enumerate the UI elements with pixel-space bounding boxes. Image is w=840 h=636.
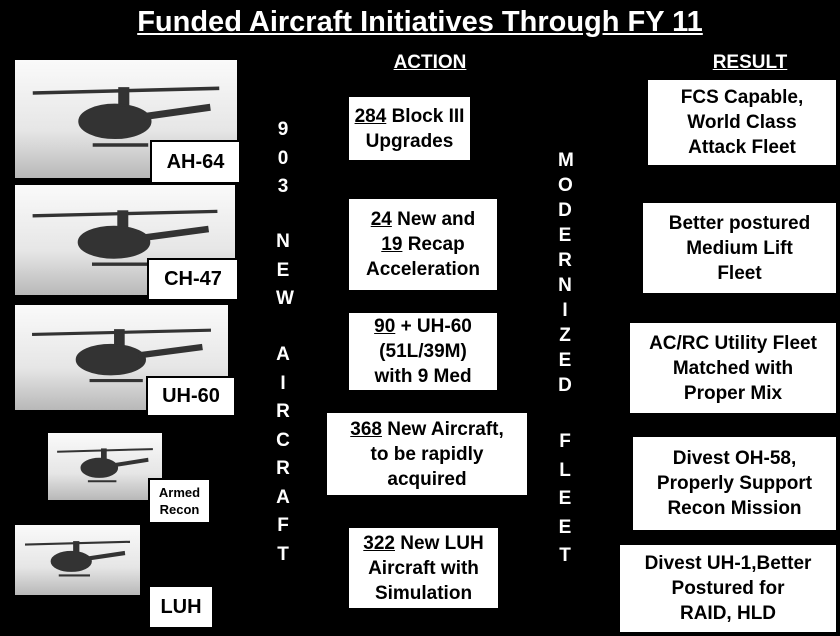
vertical-text: MODERNIZED [558,150,574,396]
actions-box: 90 + UH-60 (51L/39M) with 9 Med [349,313,497,390]
line-text: New LUH [400,532,484,554]
line-text: Recap [407,234,465,255]
results-box: Better postured Medium Lift Fleet [643,203,836,293]
aircraft-label: LUH [148,585,214,629]
box-line: Medium Lift [686,237,793,259]
box-line: Simulation [374,582,473,604]
quantity: 284 [354,105,387,127]
line-text: New and [397,209,476,230]
box-line: Better postured [668,212,811,234]
helicopter-icon [32,86,220,147]
aircraft-photo [15,525,140,595]
box-line: to be rapidly [370,443,484,465]
box-line: 19 Recap [381,232,464,257]
action-header: ACTION [393,52,467,73]
box-line: AC/RC Utility Fleet [649,332,817,354]
vertical-text: AIRCRAFT [276,344,290,565]
box-line: Acceleration [365,259,481,280]
aircraft-photo [48,433,162,500]
aircraft-label: CH-47 [147,258,239,301]
vertical-text: 903 [277,119,289,197]
results-box: AC/RC Utility Fleet Matched with Proper Mi… [630,323,836,413]
box-line: 322 New LUH [363,531,483,556]
results-box: FCS Capable, World Class Attack Fleet [648,80,836,165]
aircraft-label: UH-60 [146,376,236,417]
aircraft-label: AH-64 [150,140,241,184]
aircraft-photo [15,60,237,178]
aircraft-label: Armed Recon [148,478,211,524]
box-line: FCS Capable, [680,87,804,108]
line-text: New Aircraft, [387,418,504,440]
helicopter-icon [32,209,218,266]
box-line: RAID, HLD [679,603,777,624]
box-line: with 9 Med [374,366,472,387]
box-line: Recon Mission [667,498,802,519]
box-line: (51L/39M) [379,341,467,362]
actions-box: 284 Block III Upgrades [349,97,470,160]
box-line: World Class [687,112,797,133]
line-text: + UH-60 [400,316,472,337]
helicopter-icon [24,540,131,577]
box-line: acquired [387,468,467,490]
box-line: Attack Fleet [688,137,796,158]
box-line: 90 + UH-60 [374,314,472,339]
vertical-text: FLEET [558,431,572,566]
quantity: 322 [363,532,395,554]
box-line: Properly Support [656,473,813,494]
box-line: Upgrades [365,130,454,152]
quantity: 368 [350,418,382,440]
box-line: Proper Mix [683,382,783,404]
box-line: Fleet [717,262,762,284]
box-line: Divest OH-58, [672,448,797,469]
results-box: Divest OH-58, Properly Support Recon Missi… [633,437,836,530]
vertical-text: NEW [276,231,294,309]
box-line: 24 New and [371,207,476,232]
box-line: 284 Block III [355,104,465,129]
actions-box: 322 New LUH Aircraft with Simulation [349,528,498,608]
quantity: 19 [381,234,403,255]
actions-box: 368 New Aircraft, to be rapidly acquired [327,413,527,495]
box-line: Divest UH-1,Better [644,553,812,574]
quantity: 90 [374,316,396,337]
helicopter-icon [57,448,153,483]
quantity: 24 [370,209,392,230]
box-line: Aircraft with [368,557,479,579]
result-header: RESULT [712,52,788,73]
box-line: 368 New Aircraft, [350,417,503,442]
results-box: Divest UH-1,Better Postured for RAID, HLD [620,545,836,632]
line-text: Block III [391,105,465,127]
actions-box: 24 New and 19 Recap Acceleration [349,199,497,290]
box-line: Matched with [672,357,794,379]
helicopter-icon [32,328,211,383]
slide-title: Funded Aircraft Initiatives Through FY 1… [137,6,703,38]
box-line: Postured for [671,578,785,599]
